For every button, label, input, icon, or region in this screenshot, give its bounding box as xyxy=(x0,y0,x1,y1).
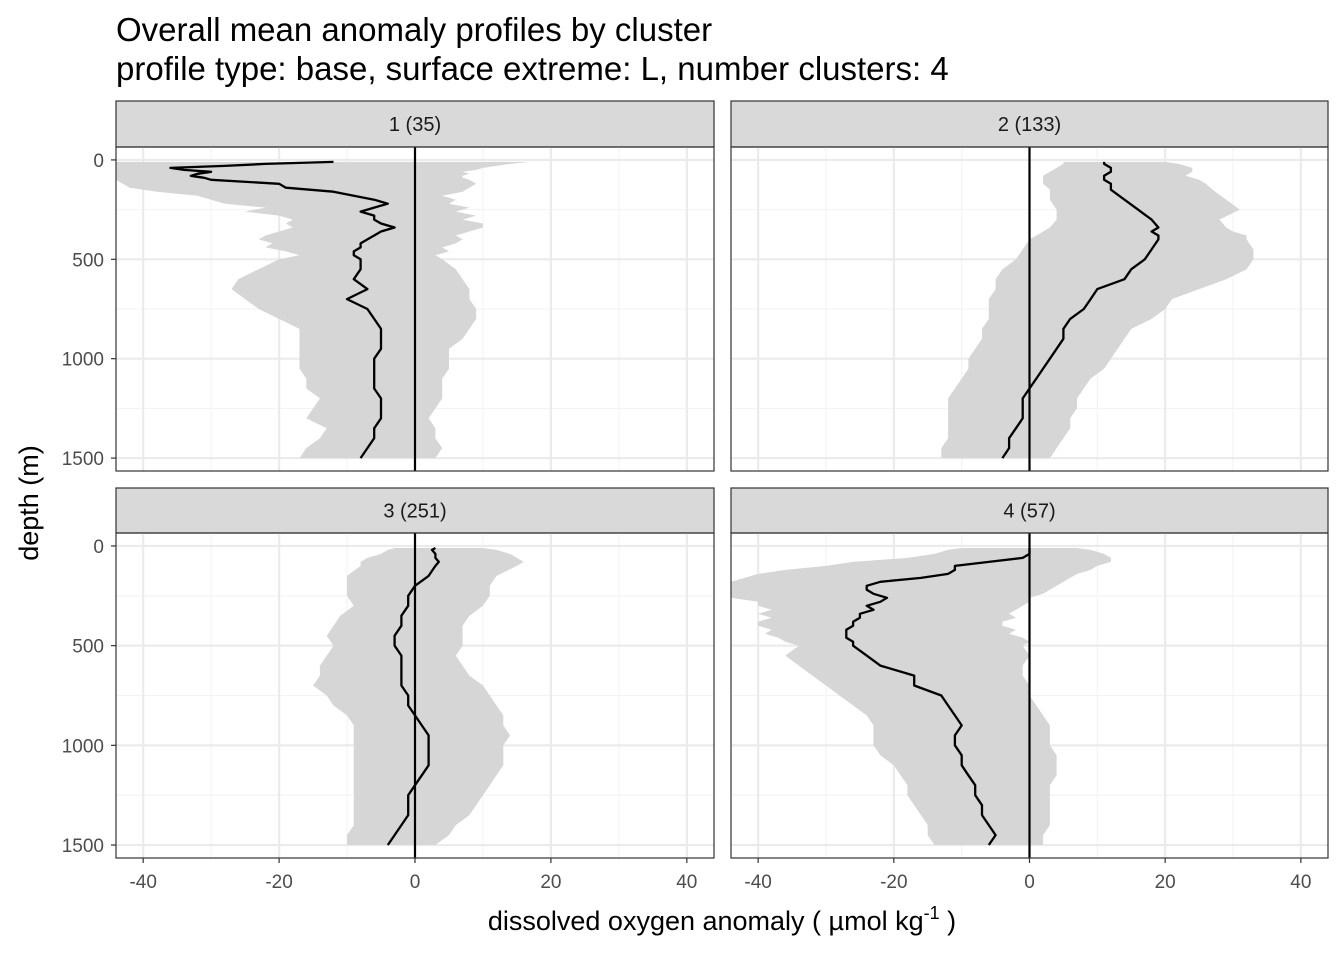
anomaly-range-ribbon xyxy=(116,161,531,459)
panels-layer: 1 (35) 0 500 1000 1500 2 (133) 3 (251) 0 500 1000… xyxy=(62,100,1329,893)
x-tick-label: 0 xyxy=(1024,872,1035,893)
y-tick-label: 1000 xyxy=(62,736,104,757)
x-axis-title-superscript: -1 xyxy=(924,903,940,923)
x-axis-title: dissolved oxygen anomaly ( µmol kg-1 ) xyxy=(488,903,956,936)
y-tick-label: 0 xyxy=(93,537,104,558)
panel-4: 4 (57) -40 -20 0 20 40 xyxy=(730,487,1329,893)
panel-strip-label: 3 (251) xyxy=(383,501,446,523)
panel-3: 3 (251) 0 500 1000 1500 -40 -20 0 20 40 xyxy=(62,487,715,893)
mean-anomaly-line xyxy=(169,160,396,459)
mean-anomaly-line xyxy=(386,546,440,846)
y-tick-label: 500 xyxy=(72,637,104,658)
chart-title: Overall mean anomaly profiles by cluster xyxy=(116,11,713,48)
x-tick-label: 40 xyxy=(676,872,697,893)
x-tick-label: -40 xyxy=(129,872,156,893)
panel-strip xyxy=(115,487,715,534)
y-tick-label: 0 xyxy=(93,151,104,172)
x-tick-label: 20 xyxy=(540,872,561,893)
anomaly-range-ribbon xyxy=(941,161,1254,459)
x-tick-label: -20 xyxy=(880,872,907,893)
title-block: Overall mean anomaly profiles by cluster… xyxy=(116,10,949,88)
mean-anomaly-line xyxy=(845,548,1031,846)
panel-strip-label: 4 (57) xyxy=(1003,501,1055,523)
panel-strip-label: 2 (133) xyxy=(998,114,1061,136)
chart-subtitle: profile type: base, surface extreme: L, … xyxy=(116,50,949,87)
panel-1: 1 (35) 0 500 1000 1500 xyxy=(62,100,715,472)
y-axis-title: depth (m) xyxy=(14,445,44,561)
panel-2: 2 (133) xyxy=(730,100,1329,472)
x-tick-label: -40 xyxy=(744,872,771,893)
panel-frame xyxy=(730,146,1329,472)
x-tick-label: 20 xyxy=(1155,872,1176,893)
panel-strip xyxy=(730,487,1329,534)
x-tick-label: 40 xyxy=(1290,872,1311,893)
anomaly-range-ribbon xyxy=(313,548,524,845)
x-tick-label: 0 xyxy=(410,872,421,893)
mean-anomaly-line xyxy=(1001,161,1160,459)
x-tick-label: -20 xyxy=(265,872,292,893)
panel-strip-label: 1 (35) xyxy=(389,114,441,136)
y-tick-label: 1500 xyxy=(62,449,104,470)
y-tick-label: 500 xyxy=(72,250,104,271)
anomaly-range-ribbon xyxy=(731,548,1111,845)
x-axis-title-end: ) xyxy=(940,906,957,936)
y-tick-label: 1500 xyxy=(62,836,104,857)
x-axis-title-main: dissolved oxygen anomaly ( µmol kg xyxy=(488,906,924,936)
panel-frame xyxy=(115,146,715,472)
y-tick-label: 1000 xyxy=(62,350,104,371)
